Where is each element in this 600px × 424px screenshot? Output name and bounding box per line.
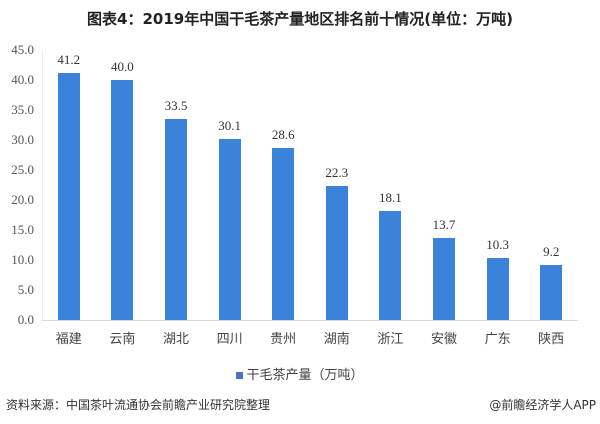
bar-value-label: 33.5 — [164, 98, 188, 113]
x-tick-label: 福建 — [55, 332, 82, 347]
x-tick-label: 四川 — [216, 332, 243, 347]
legend-label: 干毛茶产量（万吨） — [246, 368, 364, 383]
x-tick-label: 广东 — [484, 332, 511, 347]
bar — [218, 139, 241, 320]
x-tick-label: 浙江 — [377, 332, 404, 347]
y-tick-label: 5.0 — [17, 282, 34, 297]
y-tick-label: 15.0 — [11, 222, 34, 237]
bar — [325, 186, 348, 320]
y-tick-label: 30.0 — [11, 132, 34, 147]
bar-value-label: 41.2 — [57, 51, 81, 67]
y-tick-label: 10.0 — [11, 252, 34, 267]
x-tick-label: 湖南 — [323, 332, 350, 347]
x-tick-label: 贵州 — [270, 332, 297, 347]
bar — [540, 264, 563, 320]
y-tick-label: 0.0 — [17, 312, 34, 327]
chart-title: 图表4：2019年中国干毛茶产量地区排名前十情况(单位：万吨) — [87, 10, 513, 28]
bar-value-label: 18.1 — [379, 190, 402, 206]
bar — [111, 80, 134, 320]
bar — [57, 72, 80, 320]
bar — [486, 258, 509, 320]
y-tick-label: 25.0 — [11, 162, 34, 177]
bar-value-label: 9.2 — [543, 243, 560, 259]
y-tick-label: 45.0 — [11, 42, 34, 57]
y-tick-label: 40.0 — [11, 72, 34, 87]
x-tick-label: 湖北 — [162, 332, 189, 347]
bar — [165, 119, 187, 320]
bar-value-label: 40.0 — [111, 59, 134, 74]
credit-note: @前瞻经济学人APP — [489, 398, 596, 412]
bar-value-label: 22.3 — [325, 165, 349, 181]
legend: 干毛茶产量（万吨） — [0, 364, 600, 383]
bar-value-label: 13.7 — [432, 216, 456, 232]
bar-value-label: 30.1 — [218, 118, 241, 134]
bar-value-label: 28.6 — [271, 127, 295, 143]
y-tick-label: 35.0 — [11, 102, 34, 117]
x-tick-label: 安徽 — [430, 332, 457, 347]
legend-swatch-icon — [236, 372, 244, 379]
y-tick-label: 20.0 — [11, 192, 34, 207]
x-axis-line — [42, 320, 578, 321]
bar-value-label: 10.3 — [486, 237, 509, 253]
source-note: 资料来源：中国茶叶流通协会前瞻产业研究院整理 — [6, 398, 271, 412]
bar — [379, 211, 402, 320]
x-tick-label: 云南 — [109, 332, 136, 347]
x-tick-label: 陕西 — [538, 332, 565, 347]
bar — [433, 237, 455, 320]
bar — [272, 148, 295, 320]
y-axis-line — [42, 50, 43, 320]
